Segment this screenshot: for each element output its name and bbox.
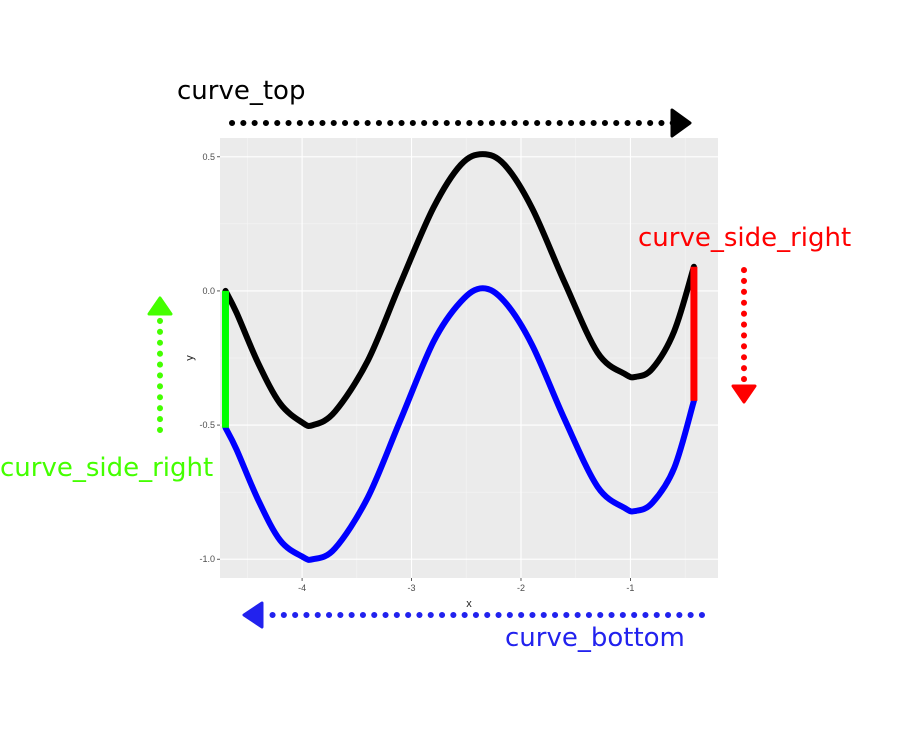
axis-tick-labels: -4 -3 -2 -1 0.5 0.0 -0.5 -1.0 (199, 152, 634, 593)
bottom-curve-line (222, 285, 697, 563)
x-tick-label: -1 (626, 583, 634, 593)
axis-ticks (217, 156, 631, 581)
arrow-down-icon (731, 384, 757, 404)
curve-top-label: curve_top (177, 76, 305, 106)
y-axis-title: y (184, 355, 196, 361)
curve-bottom-annotation: curve_bottom (242, 601, 705, 653)
y-tick-label: -0.5 (199, 420, 215, 430)
y-tick-label: 0.0 (202, 286, 215, 296)
x-tick-label: -2 (517, 583, 525, 593)
x-axis-title: x (466, 598, 472, 610)
curve-side-right-red-annotation: curve_side_right (638, 223, 851, 404)
arrow-right-icon (670, 108, 692, 138)
arrow-left-icon (242, 601, 264, 629)
y-tick-label: -1.0 (199, 554, 215, 564)
curve-bottom-label: curve_bottom (505, 623, 685, 653)
curve-top-annotation: curve_top (177, 76, 692, 138)
series-group (222, 151, 697, 563)
x-tick-label: -3 (408, 583, 416, 593)
curve-side-right-green-annotation: curve_side_right (0, 296, 213, 483)
top-curve-line (222, 151, 697, 429)
side-lines (221, 266, 698, 428)
grid-minor (220, 138, 718, 578)
curve-side-right-green-label: curve_side_right (0, 453, 213, 483)
x-tick-label: -4 (298, 583, 306, 593)
curve-side-right-red-label: curve_side_right (638, 223, 851, 253)
y-tick-label: 0.5 (202, 152, 215, 162)
arrow-up-icon (147, 296, 173, 316)
